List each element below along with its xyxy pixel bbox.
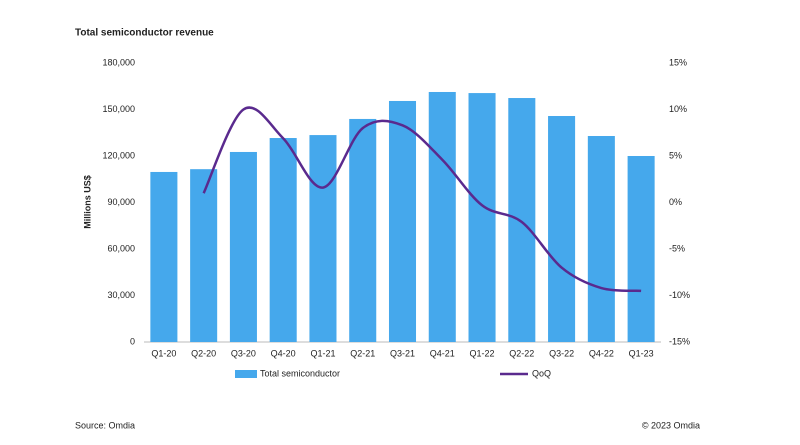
x-tick-label: Q3-20: [231, 348, 256, 358]
source: Source: Omdia: [75, 420, 135, 430]
x-tick-label: Q1-21: [310, 348, 335, 358]
y-tick-label: 60,000: [107, 243, 135, 253]
x-tick-label: Q2-20: [191, 348, 216, 358]
y-tick-label: 150,000: [102, 104, 135, 114]
bar: [190, 169, 218, 342]
x-tick-label: Q4-21: [430, 348, 455, 358]
bar: [269, 138, 297, 342]
y2-tick-label: 15%: [669, 57, 687, 67]
y2-tick-label: 10%: [669, 104, 687, 114]
legend-swatch: [235, 370, 257, 378]
y-tick-label: 30,000: [107, 290, 135, 300]
y-axis-title: Millions US$: [82, 175, 92, 229]
bar: [349, 118, 377, 342]
chart-title: Total semiconductor revenue: [75, 28, 214, 39]
x-tick-label: Q4-20: [271, 348, 296, 358]
x-tick-label: Q2-22: [509, 348, 534, 358]
x-tick-label: Q2-21: [350, 348, 375, 358]
bar: [229, 151, 257, 342]
y2-tick-label: -5%: [669, 243, 685, 253]
y2-tick-label: 5%: [669, 150, 682, 160]
bar: [428, 91, 456, 342]
y2-tick-label: 0%: [669, 197, 682, 207]
bar: [587, 136, 615, 342]
bar: [548, 116, 576, 342]
bar: [309, 135, 337, 342]
x-tick-label: Q4-22: [589, 348, 614, 358]
x-tick-label: Q3-22: [549, 348, 574, 358]
bar: [388, 100, 417, 342]
copyright: © 2023 Omdia: [642, 420, 700, 430]
bar: [627, 156, 655, 342]
line: [202, 106, 642, 293]
bar: [150, 171, 178, 342]
y-tick-label: 180,000: [102, 57, 135, 67]
x-tick-label: Q1-20: [151, 348, 176, 358]
legend-label: Total semiconductor: [260, 368, 340, 378]
x-tick-label: Q1-23: [629, 348, 654, 358]
x-tick-label: Q1-22: [470, 348, 495, 358]
y-tick-label: 0: [130, 336, 135, 346]
bar: [468, 93, 496, 342]
y2-tick-label: -10%: [669, 290, 690, 300]
x-tick-label: Q3-21: [390, 348, 415, 358]
y2-tick-label: -15%: [669, 336, 690, 346]
bar: [508, 98, 536, 342]
legend-label: QoQ: [532, 368, 551, 378]
y-tick-label: 120,000: [102, 150, 135, 160]
y-tick-label: 90,000: [107, 197, 135, 207]
